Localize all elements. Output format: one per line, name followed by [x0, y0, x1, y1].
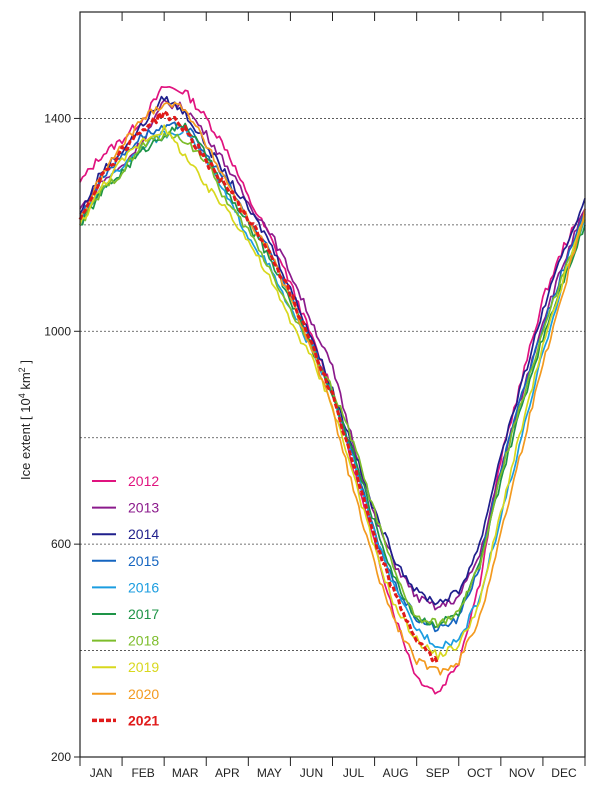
legend-label-2016: 2016	[128, 579, 159, 595]
gridlines	[80, 118, 585, 651]
legend-label-2019: 2019	[128, 659, 159, 675]
y-tick-label: 1000	[44, 324, 71, 338]
y-tick-label: 600	[51, 537, 71, 551]
legend-label-2014: 2014	[128, 526, 159, 542]
legend-label-2018: 2018	[128, 633, 159, 649]
month-label: MAR	[172, 766, 199, 780]
legend-label-2020: 2020	[128, 686, 159, 702]
month-label: SEP	[426, 766, 450, 780]
month-label: DEC	[551, 766, 577, 780]
month-label: APR	[215, 766, 240, 780]
legend-label-2021: 2021	[128, 712, 159, 728]
month-label: FEB	[131, 766, 154, 780]
series-line-2020	[79, 101, 586, 676]
month-label: NOV	[509, 766, 535, 780]
legend-label-2017: 2017	[128, 606, 159, 622]
axes: 200 600 1000 1400 JAN FEB MAR APR MAY JUN JUL AUG SE…	[44, 12, 586, 780]
legend-label-2015: 2015	[128, 553, 159, 569]
series-lines	[78, 85, 586, 695]
legend-label-2013: 2013	[128, 500, 159, 516]
series-line-2021	[78, 110, 440, 665]
month-label: OCT	[467, 766, 493, 780]
y-tick-label: 200	[51, 750, 71, 764]
month-label: JUN	[300, 766, 323, 780]
series-line-2014	[79, 95, 586, 606]
month-label: MAY	[257, 766, 282, 780]
series-line-2017	[79, 122, 586, 629]
legend: 2012 2013 2014 2015 2016 2017 2018 2019 2020 2021	[92, 473, 159, 728]
legend-label-2012: 2012	[128, 473, 159, 489]
month-label: JAN	[90, 766, 113, 780]
month-label: JUL	[343, 766, 365, 780]
y-axis-label: Ice extent [ 104 km2 ]	[17, 360, 33, 480]
month-label: AUG	[383, 766, 409, 780]
y-tick-label: 1400	[44, 111, 71, 125]
